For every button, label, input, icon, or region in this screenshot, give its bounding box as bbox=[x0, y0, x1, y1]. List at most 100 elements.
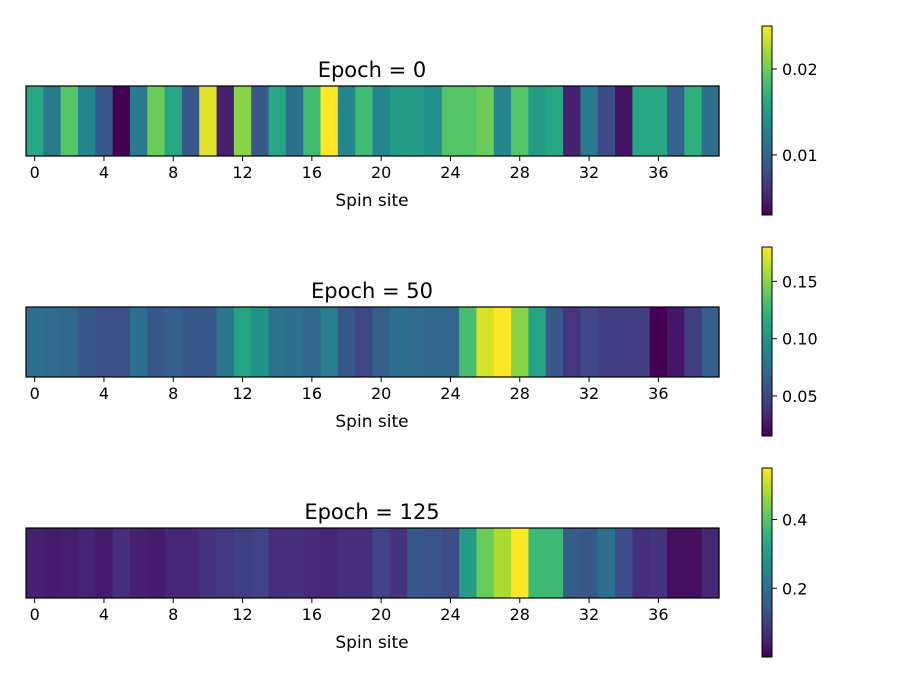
heatmap-cell bbox=[164, 528, 183, 598]
heatmap-panel-epoch-50: Epoch = 50 0 4 8 12 16 20 24 28 32 36 Spin site 0… bbox=[25, 246, 818, 437]
heatmap-cell bbox=[216, 86, 235, 156]
colorbar-tick-label: 0.02 bbox=[782, 60, 818, 79]
heatmap-cell bbox=[684, 528, 703, 598]
colorbar-tick-label: 0.01 bbox=[782, 146, 818, 165]
colorbar-ticks: 0.05 0.10 0.15 bbox=[772, 272, 818, 406]
x-tick-label: 24 bbox=[440, 163, 460, 182]
heatmap-cell bbox=[407, 307, 426, 377]
heatmap-cell bbox=[112, 86, 131, 156]
heatmap-cell bbox=[493, 307, 512, 377]
heatmap-cell bbox=[60, 307, 79, 377]
heatmap-cells bbox=[26, 528, 720, 598]
heatmap-cell bbox=[60, 86, 79, 156]
heatmap-cell bbox=[43, 307, 62, 377]
heatmap-cell bbox=[303, 86, 322, 156]
heatmap-cell bbox=[615, 86, 633, 156]
heatmap-cell bbox=[268, 86, 287, 156]
heatmap-cell bbox=[528, 307, 547, 377]
heatmap-cell bbox=[112, 307, 131, 377]
heatmap-cell bbox=[441, 528, 460, 598]
heatmap-cell bbox=[580, 528, 599, 598]
heatmap-panel-epoch-125: Epoch = 125 0 4 8 12 16 20 24 28 32 36 Spin site … bbox=[25, 467, 807, 658]
colorbar: 0.01 0.02 bbox=[761, 25, 818, 216]
x-tick-label: 36 bbox=[648, 384, 668, 403]
heatmap-cell bbox=[251, 307, 270, 377]
panel-title: Epoch = 0 bbox=[318, 58, 427, 82]
x-tick-label: 28 bbox=[510, 163, 530, 182]
heatmap-cell bbox=[181, 528, 200, 598]
heatmap-cell bbox=[337, 528, 356, 598]
heatmap-cell bbox=[632, 86, 651, 156]
heatmap-cell bbox=[528, 86, 547, 156]
colorbar: 0.2 0.4 bbox=[761, 467, 807, 658]
heatmap-cell bbox=[424, 528, 443, 598]
x-axis-label: Spin site bbox=[335, 191, 408, 211]
x-ticks: 0 4 8 12 16 20 24 28 32 36 bbox=[30, 156, 669, 182]
heatmap-cell bbox=[528, 528, 547, 598]
heatmap-cell bbox=[303, 528, 322, 598]
heatmap-cell bbox=[511, 307, 530, 377]
x-tick-label: 0 bbox=[30, 605, 40, 624]
heatmap-cell bbox=[372, 86, 391, 156]
plot-frame bbox=[25, 527, 720, 599]
heatmap-cell bbox=[684, 307, 703, 377]
colorbar-tick-label: 0.10 bbox=[782, 330, 818, 349]
colorbar-tick-label: 0.05 bbox=[782, 387, 818, 406]
heatmap-cell bbox=[233, 86, 252, 156]
heatmap-cell bbox=[597, 307, 616, 377]
heatmap-cell bbox=[493, 86, 512, 156]
x-tick-label: 24 bbox=[440, 605, 460, 624]
x-tick-label: 8 bbox=[168, 384, 178, 403]
heatmap-cell bbox=[701, 307, 720, 377]
heatmap-cell bbox=[320, 528, 339, 598]
heatmap-cell bbox=[216, 528, 235, 598]
x-tick-label: 12 bbox=[232, 384, 252, 403]
x-tick-label: 4 bbox=[99, 163, 109, 182]
x-tick-label: 16 bbox=[302, 605, 322, 624]
heatmap-cell bbox=[77, 307, 96, 377]
x-tick-label: 28 bbox=[510, 605, 530, 624]
heatmap-cell bbox=[268, 528, 287, 598]
heatmap-cell bbox=[95, 307, 114, 377]
x-tick-label: 4 bbox=[99, 605, 109, 624]
heatmap-cell bbox=[545, 86, 564, 156]
heatmap-cell bbox=[112, 528, 131, 598]
heatmap-cell bbox=[701, 528, 720, 598]
x-ticks: 0 4 8 12 16 20 24 28 32 36 bbox=[30, 377, 669, 403]
heatmap-cell bbox=[355, 307, 374, 377]
heatmap-cell bbox=[493, 528, 512, 598]
heatmap-cell bbox=[181, 307, 200, 377]
x-axis-label: Spin site bbox=[335, 633, 408, 653]
heatmap-cell bbox=[389, 528, 408, 598]
heatmap-cell bbox=[597, 528, 616, 598]
colorbar-ticks: 0.2 0.4 bbox=[772, 511, 807, 598]
x-tick-label: 32 bbox=[579, 605, 599, 624]
heatmap-cell bbox=[649, 86, 668, 156]
heatmap-cell bbox=[649, 307, 668, 377]
heatmap-cell bbox=[459, 86, 478, 156]
heatmap-cell bbox=[337, 86, 356, 156]
heatmap-cell bbox=[615, 528, 633, 598]
heatmap-cell bbox=[129, 307, 148, 377]
heatmap-cell bbox=[26, 528, 44, 598]
heatmap-cell bbox=[580, 307, 599, 377]
x-tick-label: 24 bbox=[440, 384, 460, 403]
heatmap-cell bbox=[355, 528, 374, 598]
heatmap-cell bbox=[701, 86, 720, 156]
panel-title: Epoch = 125 bbox=[304, 500, 439, 524]
x-tick-label: 16 bbox=[302, 163, 322, 182]
heatmap-cells bbox=[26, 307, 720, 377]
heatmap-cell bbox=[511, 86, 530, 156]
heatmap-cell bbox=[251, 528, 270, 598]
x-tick-label: 0 bbox=[30, 163, 40, 182]
heatmap-cell bbox=[181, 86, 200, 156]
heatmap-cell bbox=[459, 307, 478, 377]
heatmap-cell bbox=[632, 528, 651, 598]
heatmap-cell bbox=[389, 86, 408, 156]
heatmap-cell bbox=[372, 307, 391, 377]
x-tick-label: 36 bbox=[648, 163, 668, 182]
heatmap-cell bbox=[251, 86, 270, 156]
heatmap-cell bbox=[597, 86, 616, 156]
colorbar-tick-label: 0.15 bbox=[782, 272, 818, 291]
